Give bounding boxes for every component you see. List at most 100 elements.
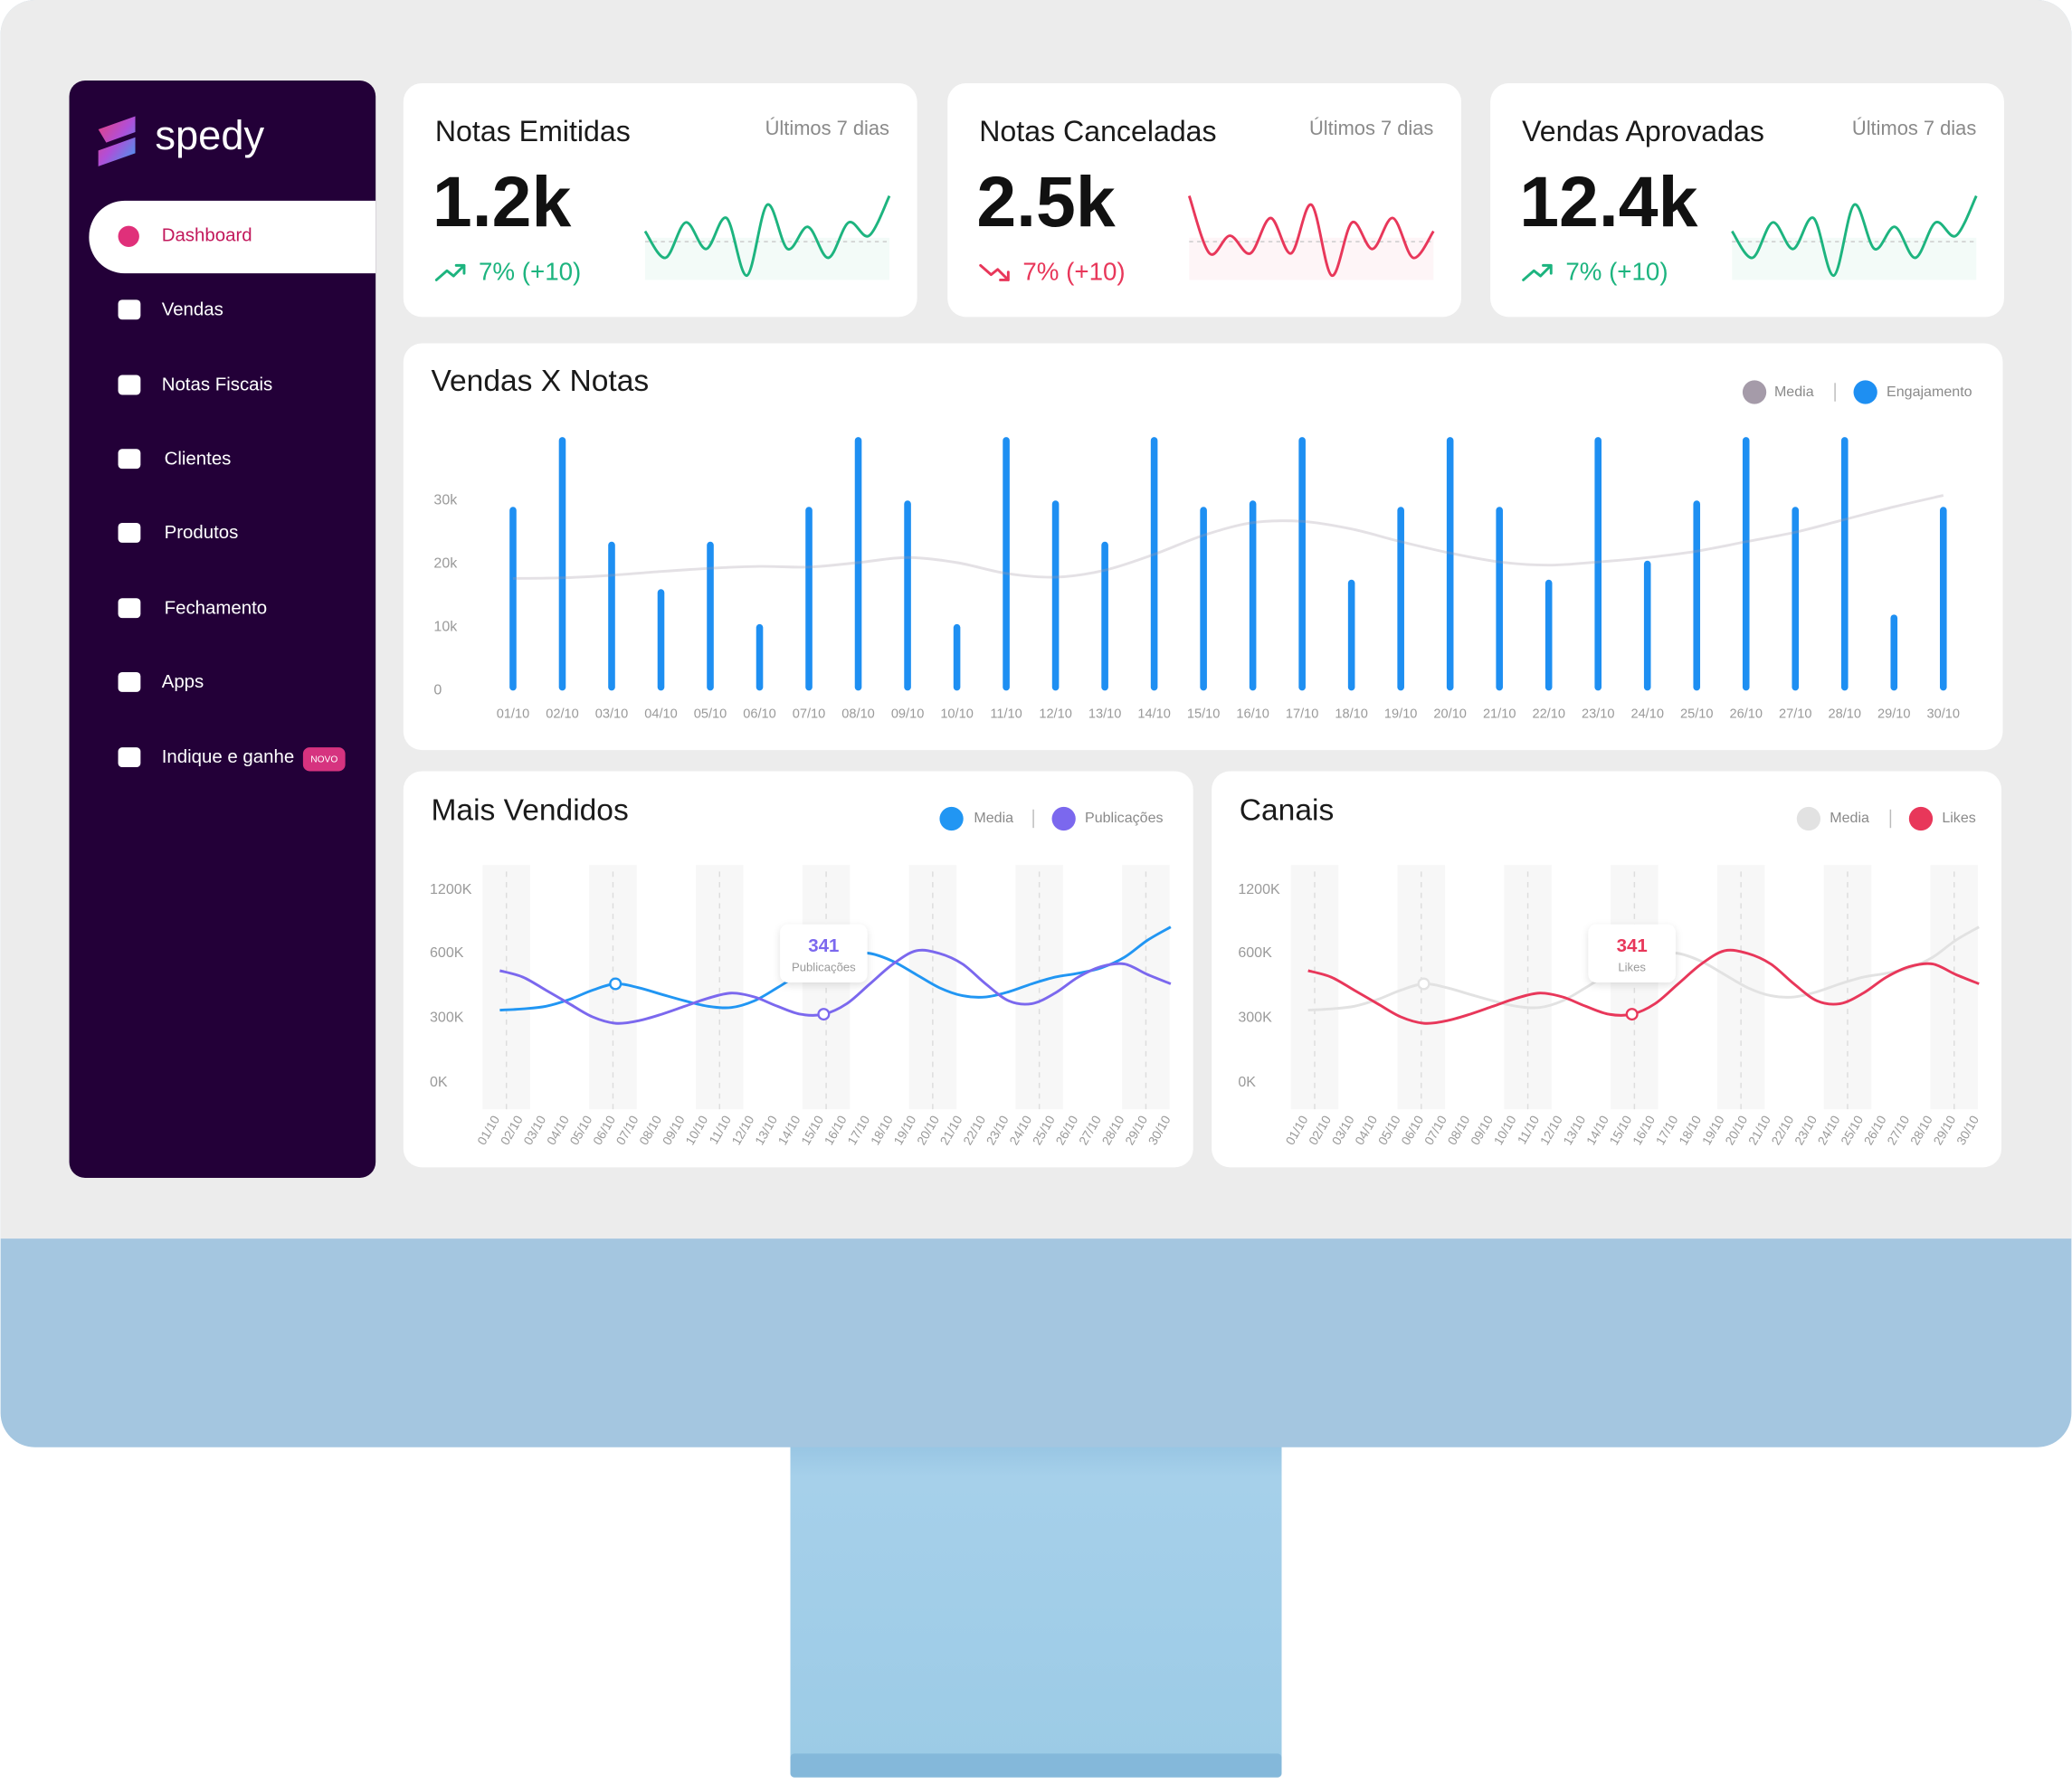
- legend-label: Media: [1774, 384, 1814, 400]
- nav-label[interactable]: Clientes: [165, 449, 232, 469]
- x-tick-label: 20/10: [1433, 707, 1466, 722]
- card-period: Últimos 7 dias: [1309, 117, 1433, 139]
- kpi-card: Notas Emitidas Últimos 7 dias 1.2k 7% (+10): [403, 82, 917, 318]
- card-value: 1.2k: [432, 162, 572, 242]
- bar: [1693, 500, 1701, 691]
- highlight-point: [609, 977, 623, 991]
- tooltip: [780, 924, 868, 982]
- trend-arrow: [1522, 263, 1553, 281]
- card-bg: [403, 82, 917, 318]
- x-tick-label: 14/10: [1137, 707, 1170, 722]
- bar: [1643, 560, 1651, 691]
- legend-label: Likes: [1942, 810, 1975, 826]
- nav-icon: [118, 671, 141, 692]
- highlight-point: [817, 1008, 831, 1021]
- legend-swatch: [939, 806, 964, 831]
- bar: [558, 437, 566, 691]
- nav-icon: [118, 598, 141, 619]
- legend-label: Engajamento: [1887, 384, 1972, 400]
- chart-title: Mais Vendidos: [431, 794, 628, 828]
- chart-card: Canais Media Likes0K300K600K1200K01/1002/1…: [1212, 771, 2002, 1168]
- x-tick-label: 30/10: [1927, 707, 1960, 722]
- card-period: Últimos 7 dias: [765, 117, 889, 139]
- y-tick-label: 0: [433, 682, 442, 698]
- legend-label: Publicações: [1085, 810, 1164, 826]
- x-tick-label: 23/10: [1582, 707, 1614, 722]
- y-tick-label: 30k: [433, 491, 458, 508]
- nav-label[interactable]: Indique e ganhe: [162, 747, 295, 767]
- bar: [1742, 437, 1750, 691]
- x-tick-label: 07/10: [793, 707, 825, 722]
- card-title: Vendas Aprovadas: [1522, 115, 1764, 147]
- bar: [1003, 437, 1010, 691]
- bar: [1397, 507, 1404, 691]
- nav-icon: [118, 225, 139, 247]
- nav-icon: [118, 375, 141, 395]
- x-tick-label: 02/10: [546, 707, 578, 722]
- x-tick-label: 29/10: [1877, 707, 1910, 722]
- tooltip-caption: Publicações: [792, 960, 856, 973]
- x-tick-label: 25/10: [1680, 707, 1713, 722]
- y-tick-label: 0K: [1238, 1074, 1256, 1090]
- highlight-point: [1625, 1008, 1639, 1021]
- bar: [854, 437, 862, 691]
- x-tick-label: 06/10: [743, 707, 775, 722]
- tooltip-value: 341: [808, 936, 839, 956]
- bar: [1200, 507, 1207, 691]
- stand-foot: [790, 1753, 1282, 1778]
- card-change: 7% (+10): [479, 257, 581, 285]
- legend-swatch: [1051, 806, 1076, 831]
- card-change: 7% (+10): [1565, 257, 1668, 285]
- x-tick-label: 16/10: [1236, 707, 1269, 722]
- stand: [790, 1426, 1282, 1763]
- x-tick-label: 15/10: [1187, 707, 1220, 722]
- nav-label[interactable]: Dashboard: [162, 226, 252, 246]
- bar: [1051, 500, 1060, 691]
- brand: spedy: [155, 112, 264, 158]
- bar: [1249, 500, 1257, 691]
- y-tick-label: 20k: [433, 555, 458, 572]
- logo-icon: [98, 116, 136, 166]
- sparkline: [1731, 195, 1978, 278]
- active-nav-pill[interactable]: [89, 200, 376, 274]
- nav-label[interactable]: Produtos: [165, 523, 239, 543]
- nav-label[interactable]: Apps: [162, 672, 204, 692]
- x-tick-label: 13/10: [1088, 707, 1121, 722]
- legend-swatch: [1796, 806, 1821, 831]
- y-tick-label: 300K: [430, 1010, 464, 1026]
- nav-icon: [118, 299, 141, 320]
- trend-arrow: [979, 263, 1010, 281]
- bar: [509, 507, 517, 691]
- kpi-card: Vendas Aprovadas Últimos 7 dias 12.4k 7% (+…: [1490, 82, 2004, 318]
- nav-label[interactable]: Vendas: [162, 299, 223, 319]
- bar: [707, 541, 714, 691]
- x-tick-label: 10/10: [940, 707, 973, 722]
- nav-label[interactable]: Fechamento: [165, 598, 268, 618]
- line-series: [499, 948, 1172, 1025]
- bar: [1150, 437, 1158, 691]
- legend-swatch: [1742, 380, 1767, 404]
- nav-label[interactable]: Notas Fiscais: [162, 375, 273, 395]
- y-tick-label: 10k: [433, 619, 458, 635]
- x-tick-label: 05/10: [694, 707, 727, 722]
- legend-swatch: [1908, 806, 1934, 831]
- tooltip-value: 341: [1617, 936, 1648, 956]
- card-bg: [1490, 82, 2004, 318]
- bar: [1496, 507, 1503, 691]
- sparkline: [1187, 195, 1435, 278]
- line-series: [1307, 948, 1980, 1025]
- chart-card: Mais Vendidos Media Publicações 0K 300K 600K 1…: [403, 771, 1193, 1168]
- line-series: [512, 494, 1944, 580]
- card-bg: [947, 82, 1462, 318]
- bar: [1594, 437, 1602, 691]
- x-tick-label: 19/10: [1384, 707, 1417, 722]
- nav-icon: [118, 449, 141, 470]
- card-change: 7% (+10): [1022, 257, 1125, 285]
- nav-badge: [302, 747, 346, 772]
- bar: [1298, 437, 1306, 691]
- bar: [904, 500, 911, 691]
- y-tick-label: 600K: [1238, 944, 1272, 961]
- y-tick-label: 300K: [1238, 1010, 1272, 1026]
- x-tick-label: 12/10: [1039, 707, 1071, 722]
